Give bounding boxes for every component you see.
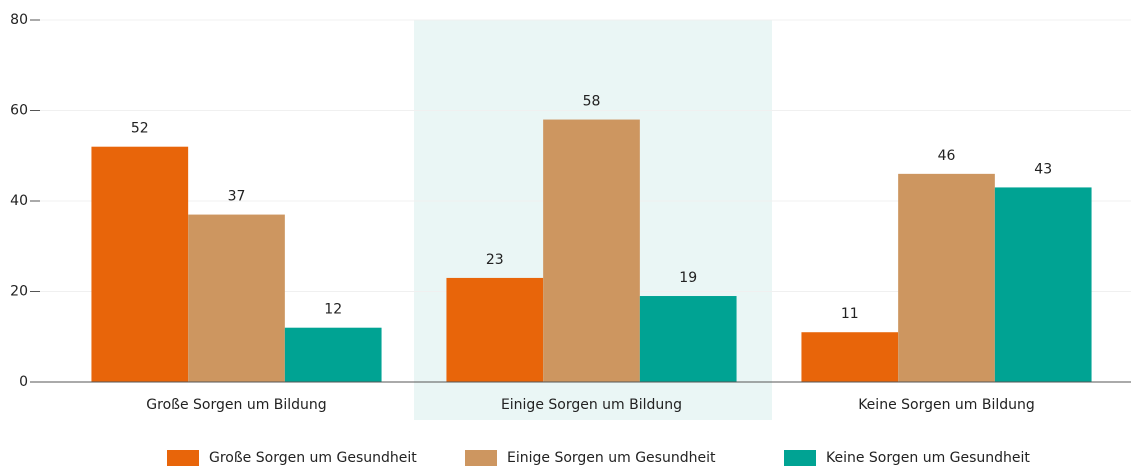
legend-label: Einige Sorgen um Gesundheit (507, 450, 716, 466)
data-label: 37 (228, 189, 246, 205)
y-tick-label: 60 (10, 103, 28, 119)
x-tick-label: Einige Sorgen um Bildung (501, 397, 682, 413)
data-label: 11 (841, 306, 859, 322)
bar (898, 173, 995, 382)
bar (801, 332, 899, 382)
bar (284, 327, 382, 382)
bar (188, 214, 285, 382)
bar (446, 277, 544, 382)
data-label: 52 (131, 121, 149, 137)
legend-label: Keine Sorgen um Gesundheit (826, 450, 1030, 466)
y-tick-label: 40 (10, 193, 28, 209)
data-label: 43 (1034, 161, 1052, 177)
legend-label: Große Sorgen um Gesundheit (209, 450, 417, 466)
data-label: 12 (324, 302, 342, 318)
bar (91, 146, 189, 382)
data-label: 23 (486, 252, 504, 268)
bar (994, 187, 1092, 382)
data-label: 46 (938, 148, 956, 164)
data-label: 58 (583, 94, 601, 110)
data-label: 19 (679, 270, 697, 286)
y-tick-label: 20 (10, 284, 28, 300)
legend-swatch (465, 450, 497, 466)
y-tick-label: 80 (10, 12, 28, 28)
legend-swatch (167, 450, 199, 466)
bar (543, 119, 640, 383)
legend-swatch (784, 450, 816, 466)
x-tick-label: Keine Sorgen um Bildung (858, 397, 1035, 413)
x-tick-label: Große Sorgen um Bildung (146, 397, 326, 413)
bar (639, 296, 737, 382)
y-tick-label: 0 (19, 374, 28, 390)
